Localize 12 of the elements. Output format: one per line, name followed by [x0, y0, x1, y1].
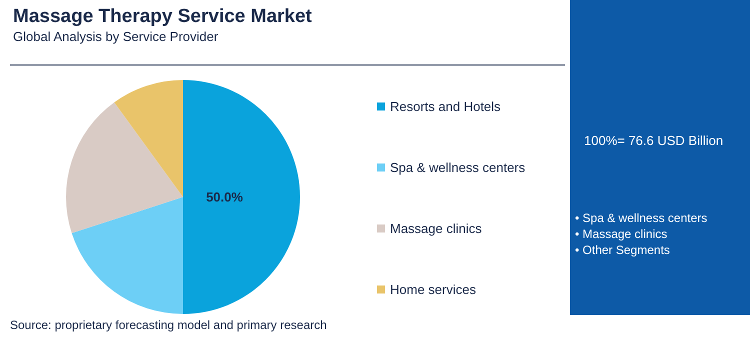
legend-label: Home services [390, 282, 476, 297]
data-label: 50.0% [206, 190, 244, 204]
legend-label: Massage clinics [390, 221, 482, 236]
chart-subtitle: Global Analysis by Service Provider [13, 29, 219, 44]
text: • Other Segments [575, 243, 670, 257]
legend-label: Spa & wellness centers [390, 160, 526, 175]
text: 100%= 76.6 USD Billion [584, 133, 724, 148]
text: • Spa & wellness centers [575, 211, 708, 225]
text: • Massage clinics [575, 227, 668, 241]
chart-title: Massage Therapy Service Market [13, 6, 313, 27]
legend-label: Resorts and Hotels [390, 99, 502, 114]
source-note: Source: proprietary forecasting model and primary research [10, 318, 327, 332]
